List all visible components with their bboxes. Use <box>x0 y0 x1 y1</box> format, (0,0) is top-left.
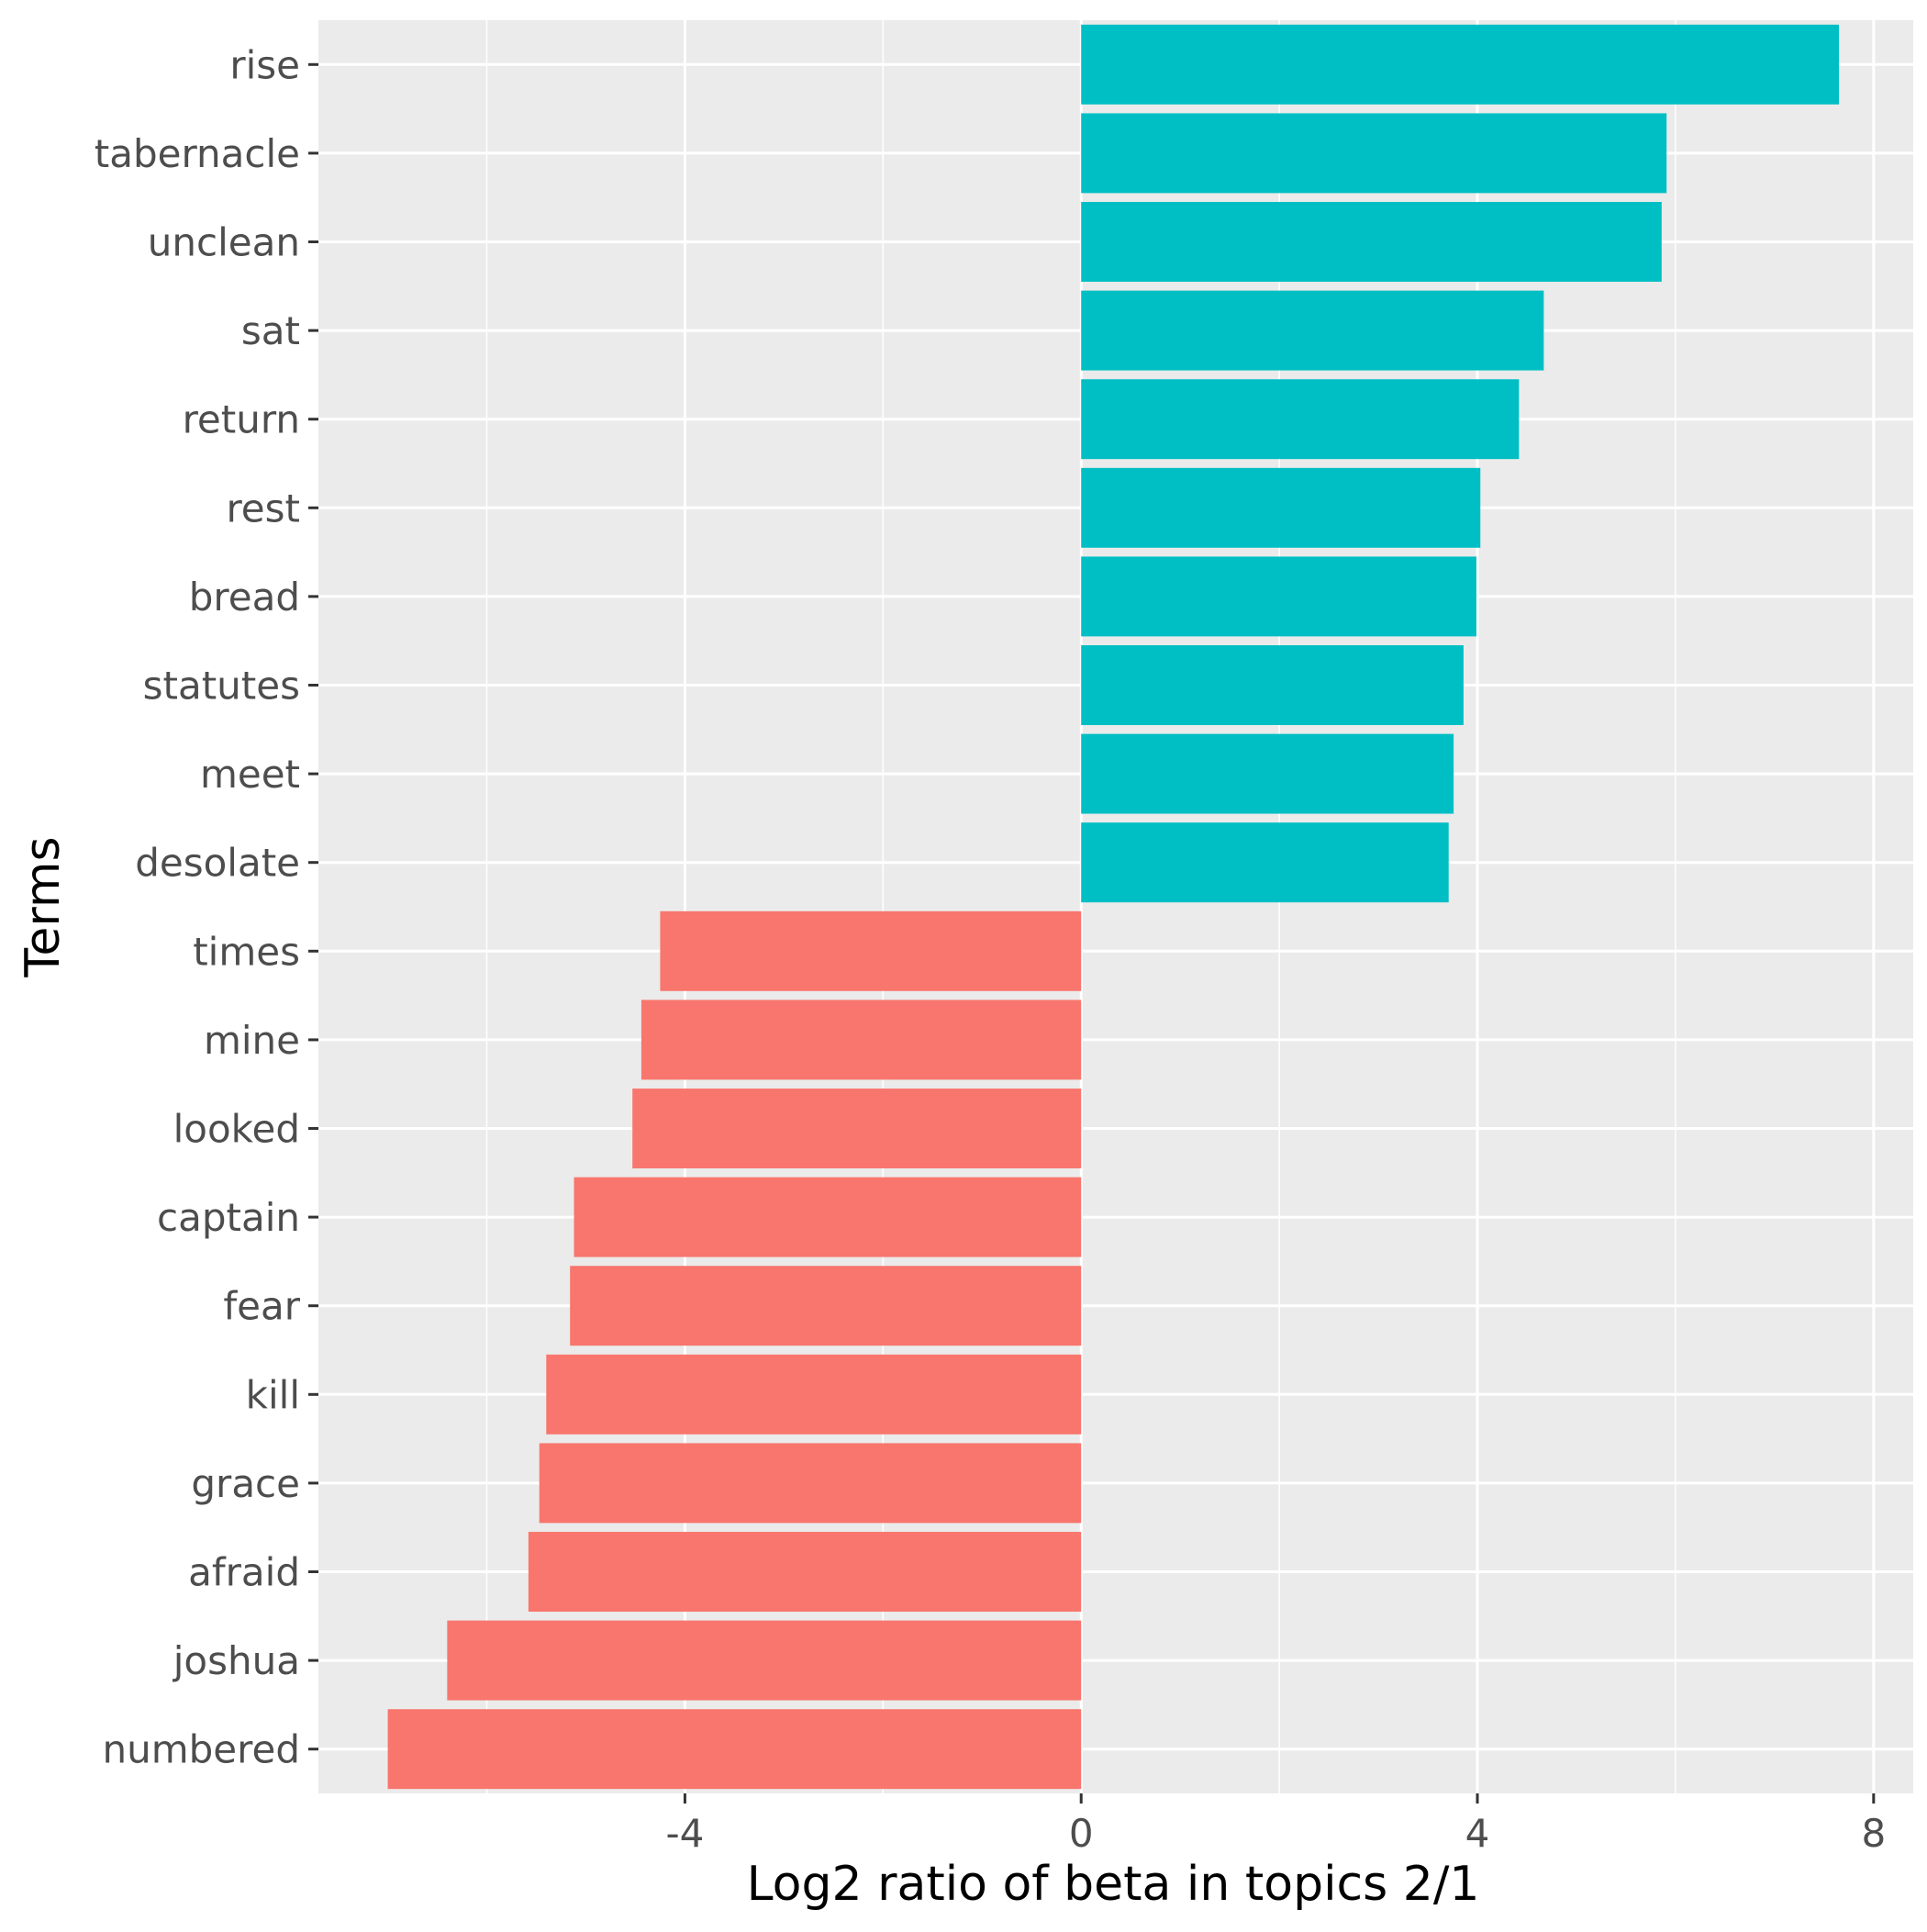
y-axis-title: Terms <box>16 836 71 977</box>
bar-meet <box>1081 733 1454 814</box>
x-tick-label: 0 <box>1069 1811 1094 1856</box>
x-axis: -4 0 4 8 <box>665 1793 1886 1856</box>
y-tick-label: rise <box>229 42 300 87</box>
bar-desolate <box>1081 822 1449 903</box>
y-tick-label: mine <box>204 1018 300 1063</box>
bar-bread <box>1081 556 1476 637</box>
y-tick-label: afraid <box>188 1550 300 1595</box>
bars <box>387 24 1840 1790</box>
x-axis-title: Log2 ratio of beta in topics 2/1 <box>747 1857 1480 1912</box>
bar-mine <box>640 1000 1082 1080</box>
y-tick-label: grace <box>191 1461 300 1506</box>
bar-fear <box>570 1266 1082 1346</box>
y-tick-label: return <box>183 397 300 442</box>
y-tick-label: desolate <box>135 841 300 886</box>
y-tick-label: sat <box>241 308 300 353</box>
bar-sat <box>1081 290 1544 371</box>
x-tick-label: 8 <box>1861 1811 1886 1856</box>
bar-times <box>660 910 1082 991</box>
bar-afraid <box>528 1532 1082 1612</box>
y-tick-label: statutes <box>143 664 300 709</box>
bar-kill <box>546 1354 1082 1435</box>
bar-unclean <box>1081 202 1662 282</box>
bar-return <box>1081 379 1520 460</box>
bar-statutes <box>1081 645 1464 725</box>
bar-joshua <box>447 1620 1082 1701</box>
y-tick-label: captain <box>157 1195 300 1240</box>
y-tick-label: times <box>193 929 300 974</box>
y-tick-label: joshua <box>173 1638 300 1683</box>
y-tick-label: numbered <box>103 1727 301 1772</box>
y-tick-label: kill <box>246 1372 300 1417</box>
bar-rest <box>1081 467 1481 548</box>
y-tick-label: looked <box>173 1107 300 1152</box>
y-tick-label: bread <box>189 575 300 620</box>
y-tick-label: tabernacle <box>95 131 300 176</box>
x-tick-label: 4 <box>1465 1811 1490 1856</box>
y-axis: rise tabernacle unclean sat return rest bread s… <box>95 42 318 1772</box>
bar-rise <box>1081 24 1840 105</box>
bar-grace <box>539 1443 1082 1524</box>
bar-numbered <box>387 1709 1082 1790</box>
plot-panel <box>318 20 1913 1793</box>
y-tick-label: fear <box>223 1284 300 1329</box>
y-tick-label: unclean <box>148 220 300 265</box>
bar-captain <box>574 1177 1082 1257</box>
y-tick-label: rest <box>226 486 300 530</box>
bar-looked <box>632 1089 1082 1168</box>
x-tick-label: -4 <box>665 1811 704 1856</box>
y-tick-label: meet <box>200 752 300 797</box>
bar-tabernacle <box>1081 113 1667 194</box>
